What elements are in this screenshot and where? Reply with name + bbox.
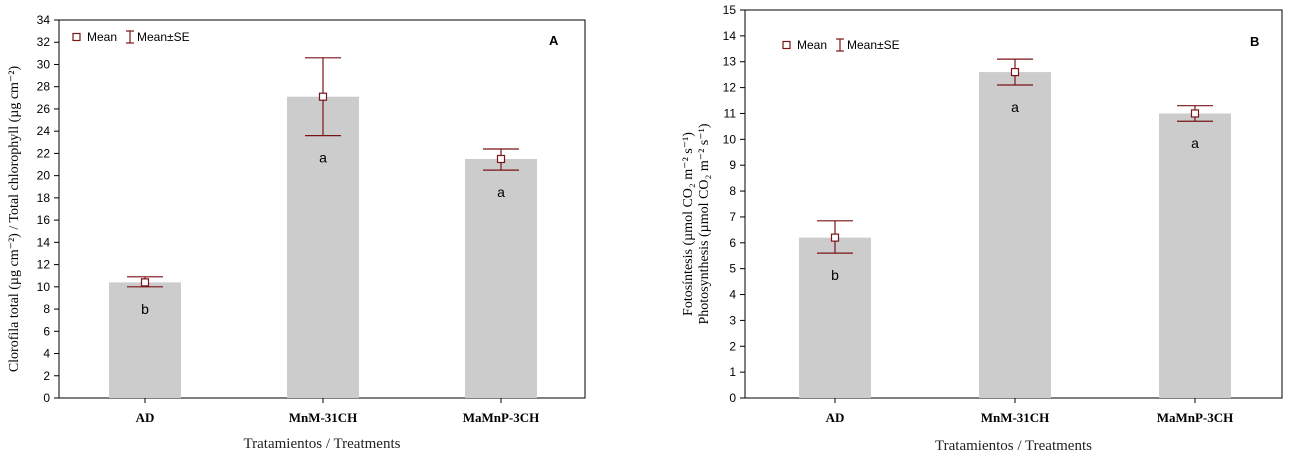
x-tick-label: AD [136, 410, 155, 425]
y-tick-label: 28 [37, 80, 51, 94]
y-tick-label: 34 [37, 13, 51, 27]
significance-letter: b [831, 267, 839, 283]
y-tick-label: 5 [729, 262, 736, 276]
y-tick-label: 1 [729, 365, 736, 379]
bar [465, 158, 537, 398]
y-tick-label: 12 [723, 81, 737, 95]
y-tick-label: 6 [43, 324, 50, 338]
bar [1159, 113, 1231, 398]
chart-panel-b: 0123456789101112131415bADaMnM-31CHaMaMnP… [681, 3, 1283, 454]
legend-mean-label: Mean [797, 38, 827, 52]
y-tick-label: 0 [729, 391, 736, 405]
y-tick-label: 16 [37, 213, 51, 227]
panel-label: A [549, 33, 559, 48]
significance-letter: a [497, 184, 505, 200]
bar [979, 72, 1051, 398]
legend-mean-marker [72, 32, 81, 42]
y-tick-label: 0 [43, 391, 50, 405]
y-tick-label: 15 [723, 3, 737, 17]
mean-marker [1010, 67, 1020, 77]
y-tick-label: 11 [724, 106, 737, 120]
bar [287, 96, 359, 398]
y-tick-label: 14 [723, 29, 737, 43]
y-tick-label: 12 [37, 258, 51, 272]
y-tick-label: 3 [729, 313, 736, 327]
significance-letter: a [1011, 99, 1019, 115]
y-tick-label: 9 [729, 158, 736, 172]
y-tick-label: 30 [37, 57, 51, 71]
significance-letter: a [319, 150, 327, 166]
y-tick-label: 4 [43, 347, 50, 361]
y-tick-label: 18 [37, 191, 51, 205]
panel-label: B [1250, 34, 1259, 49]
x-tick-label: MaMnP-3CH [463, 410, 540, 425]
x-tick-label: MaMnP-3CH [1157, 410, 1234, 425]
y-tick-label: 26 [37, 102, 51, 116]
y-tick-label: 8 [43, 302, 50, 316]
y-axis-label-line1: Fotosíntesis (µmol CO₂ m⁻² s⁻¹) [681, 132, 696, 316]
y-tick-label: 7 [729, 210, 736, 224]
legend-mean-marker [782, 40, 791, 50]
bar [799, 237, 871, 398]
y-tick-label: 6 [729, 236, 736, 250]
y-tick-label: 10 [723, 132, 737, 146]
y-tick-label: 13 [723, 55, 737, 69]
y-tick-label: 24 [37, 124, 51, 138]
y-tick-label: 2 [43, 369, 50, 383]
x-axis-label: Tratamientos / Treatments [935, 438, 1092, 454]
y-tick-label: 20 [37, 169, 51, 183]
mean-marker [1190, 109, 1200, 118]
y-tick-label: 8 [729, 184, 736, 198]
bar [109, 282, 181, 398]
legend-se-label: Mean±SE [137, 30, 190, 44]
y-tick-label: 22 [37, 146, 51, 160]
y-axis-label-line2: Photosynthesis (µmol CO₂ m⁻² s⁻¹) [697, 123, 712, 324]
x-tick-label: MnM-31CH [981, 410, 1050, 425]
y-tick-label: 2 [729, 339, 736, 353]
x-tick-label: AD [826, 410, 845, 425]
x-axis-label: Tratamientos / Treatments [244, 436, 401, 452]
y-axis-label: Clorofila total (µg cm⁻²) / Total chloro… [7, 65, 22, 372]
legend-se-label: Mean±SE [847, 38, 900, 52]
y-tick-label: 4 [729, 288, 736, 302]
significance-letter: b [141, 301, 149, 317]
mean-marker [496, 154, 506, 164]
x-tick-label: MnM-31CH [289, 410, 358, 425]
mean-marker [140, 278, 150, 287]
y-tick-label: 10 [37, 280, 51, 294]
y-tick-label: 14 [37, 235, 51, 249]
significance-letter: a [1191, 135, 1199, 151]
y-tick-label: 32 [37, 35, 51, 49]
mean-marker [830, 233, 840, 242]
chart-panel-a: 0246810121416182022242628303234bADaMnM-3… [7, 13, 586, 452]
legend-mean-label: Mean [87, 30, 117, 44]
mean-marker [318, 92, 328, 101]
